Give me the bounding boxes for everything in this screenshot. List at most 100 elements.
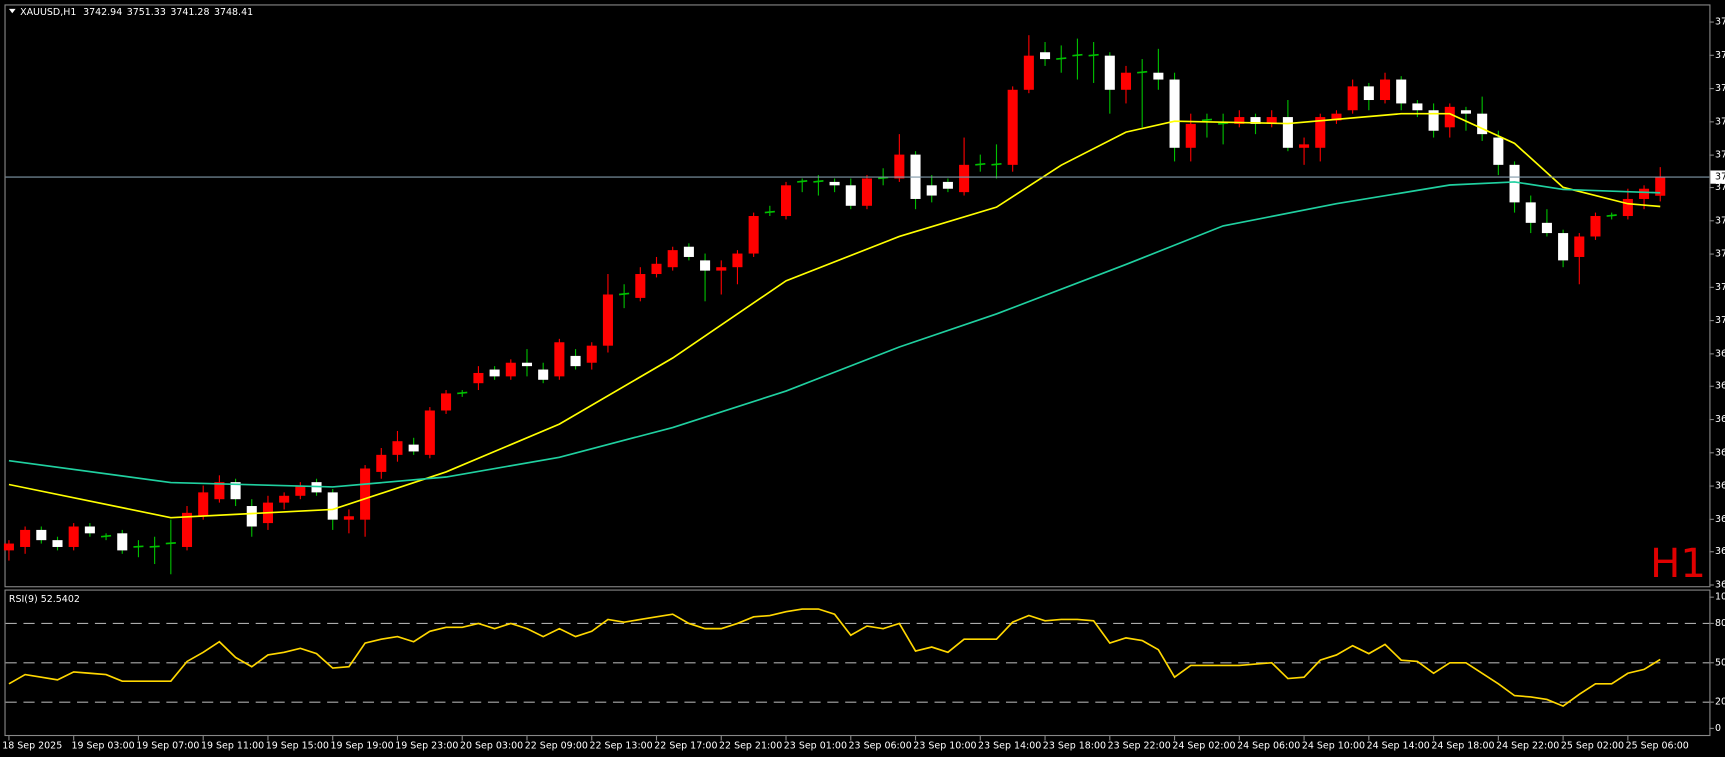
moving-average [8,181,1661,488]
x-tick-label: 23 Sep 06:00 [849,741,912,752]
candle-body [845,185,856,206]
candle-body [1541,222,1552,234]
candle-body [894,154,905,179]
x-tick-label: 23 Sep 18:00 [1043,741,1106,752]
x-tick-label: 24 Sep 22:00 [1496,741,1559,752]
candle-body [165,542,176,545]
x-tick-label: 24 Sep 02:00 [1172,741,1235,752]
candle-body [959,164,970,193]
candle-body [942,181,953,189]
high: 3751.33 [127,7,166,18]
candle-body [360,468,371,520]
candle-body [1509,164,1520,203]
candle-body [1056,57,1067,60]
candle-body [1331,113,1342,121]
candle-body [1428,110,1439,131]
y-tick-label: 3754.85 [1715,150,1725,161]
y-tick-label: 3716.10 [1715,282,1725,293]
candle-body [230,482,241,500]
candle-body [327,492,338,520]
candle-body [1153,72,1164,80]
y-tick-label: 3774.35 [1715,83,1725,94]
y-tick-label: 3735.60 [1715,215,1725,226]
candle-body [1477,113,1488,135]
y-tick-label: 3657.85 [1715,481,1725,492]
y-tick-label: 80 [1715,618,1725,629]
candle-body [424,410,435,455]
close: 3748.41 [214,7,253,18]
candle-body [748,216,759,254]
rsi-title: RSI(9) 52.5402 [9,594,80,605]
candle-body [181,512,193,547]
candle-body [602,294,613,346]
y-tick-label: 0 [1715,723,1721,734]
candle-body [246,506,257,527]
x-tick-label: 19 Sep 23:00 [395,741,458,752]
y-tick-label: 100 [1715,592,1725,603]
candle-body [700,260,711,271]
candle-body [521,362,533,367]
x-tick-label: 19 Sep 11:00 [201,741,264,752]
candle-body [3,543,14,551]
candle-body [84,526,95,534]
candle-body [716,267,727,271]
candle-body [457,391,468,395]
x-tick-label: 23 Sep 01:00 [784,741,847,752]
candle-body [813,180,824,183]
candle-body [149,545,160,548]
candle-body [1282,117,1293,148]
candle-body [1606,214,1617,217]
candle-body [1250,117,1261,124]
candle-body [780,185,792,217]
candle-body [117,533,128,551]
x-tick-label: 25 Sep 02:00 [1561,741,1624,752]
candle-body [1622,198,1633,217]
candle-body [1460,110,1471,114]
y-tick-label: 3638.60 [1715,546,1725,557]
y-tick-label: 3677.35 [1715,414,1725,425]
x-tick-label: 24 Sep 18:00 [1431,741,1494,752]
candle-body [1234,117,1245,124]
timeframe-label: H1 [1650,541,1706,587]
candle-body [1525,202,1536,223]
candle-body [991,162,1002,166]
y-tick-label: 3687.10 [1715,381,1725,392]
candle-body [392,441,403,455]
candle-body [279,495,290,503]
x-tick-label: 18 Sep 2025 [2,741,62,752]
candle-body [214,482,225,500]
y-tick-label: 3793.85 [1715,17,1725,28]
candle-body [1590,216,1601,237]
candle-body [1412,103,1423,111]
candle-body [797,180,808,183]
y-tick-label: 3628.85 [1715,580,1725,591]
x-tick-label: 19 Sep 19:00 [330,741,393,752]
candle-body [1169,79,1180,148]
x-tick-label: 23 Sep 14:00 [978,741,1041,752]
candle-body [1444,106,1455,128]
candle-body [1023,55,1034,90]
candle-body [36,529,47,541]
candle-body [683,246,694,257]
y-tick-label: 3745.35 [1715,182,1725,193]
open: 3742.94 [83,7,122,18]
candle-body [651,263,662,275]
menu-icon[interactable] [8,8,16,14]
x-tick-label: 22 Sep 13:00 [590,741,653,752]
candle-body [68,526,79,547]
y-tick-label: 3784.10 [1715,50,1725,61]
candle-body [489,369,500,377]
current-price-tag [1710,170,1725,184]
candle-body [295,485,306,496]
candle-body [1201,118,1213,122]
candle-body [538,369,549,380]
x-tick-label: 19 Sep 03:00 [71,741,134,752]
main-panel [4,4,1711,588]
y-tick-label: 3667.60 [1715,447,1725,458]
y-tick-label: 3725.85 [1715,249,1725,260]
candle-body [441,393,452,411]
moving-average [8,112,1661,519]
x-tick-label: 22 Sep 17:00 [654,741,717,752]
